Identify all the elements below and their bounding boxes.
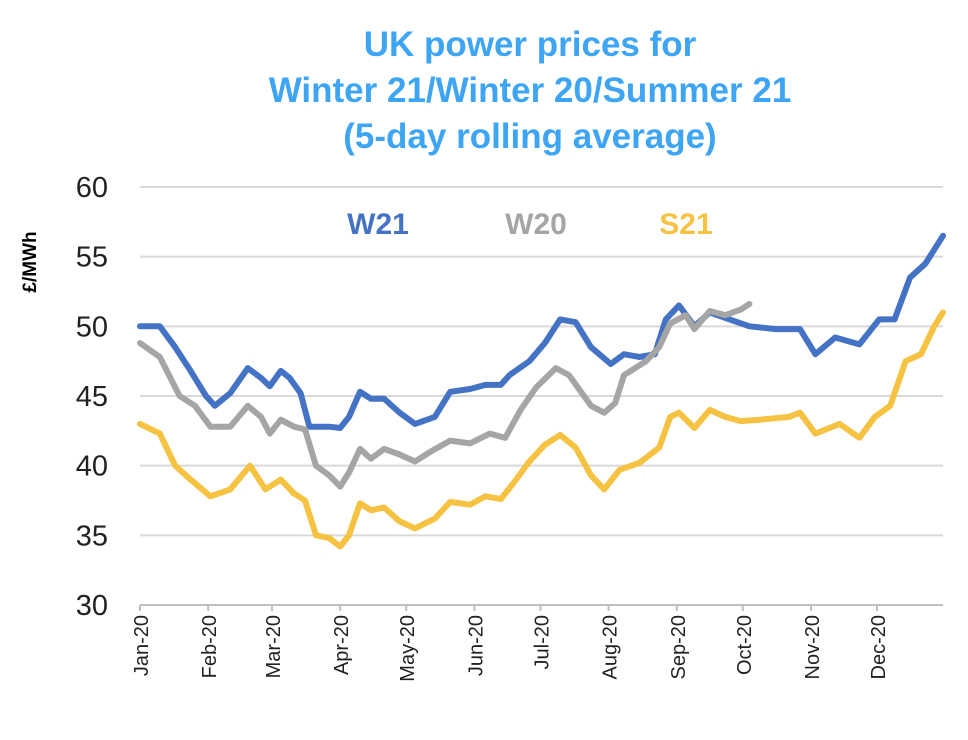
legend-label-w20: W20 [505,208,567,241]
legend-label-w21: W21 [347,208,409,241]
y-tick-label: 30 [76,590,108,622]
x-tick-label: Apr-20 [331,615,353,675]
x-axis-ticks: Jan-20 Feb-20 Mar-20 Apr-20 May-20 Jun-20 Jul-… [131,605,890,682]
y-axis-label: £/MWh [20,231,41,292]
y-tick-label: 55 [76,242,108,274]
y-tick-label: 45 [76,381,108,413]
series-lines [137,232,946,550]
x-tick-label: Feb-20 [199,615,221,678]
y-tick-label: 40 [76,451,108,483]
x-tick-label: Dec-20 [868,615,890,679]
x-tick-label: Nov-20 [802,615,824,679]
series-line-w20 [137,301,753,490]
x-tick-label: Jul-20 [531,615,553,669]
series-line-s21 [137,309,946,550]
title-line-2: Winter 21/Winter 20/Summer 21 [268,71,792,110]
x-tick-label: Oct-20 [734,615,756,675]
title-line-3: (5-day rolling average) [343,117,717,156]
title-line-1: UK power prices for [363,25,697,64]
y-tick-label: 60 [76,172,108,204]
x-tick-label: May-20 [397,615,419,682]
series-line-w21 [137,232,946,431]
x-tick-label: Aug-20 [600,615,622,680]
x-tick-label: Jun-20 [465,615,487,676]
gridlines [140,186,943,606]
x-tick-label: Jan-20 [131,615,153,676]
y-tick-label: 35 [76,520,108,552]
y-axis-ticks: 30 35 40 45 50 55 60 [76,172,108,622]
x-tick-label: Sep-20 [668,615,690,680]
y-tick-label: 50 [76,311,108,343]
chart-title: UK power prices for Winter 21/Winter 20/… [180,22,880,160]
legend: W21 W20 S21 [347,208,713,241]
legend-label-s21: S21 [659,208,712,241]
x-tick-label: Mar-20 [263,615,285,678]
